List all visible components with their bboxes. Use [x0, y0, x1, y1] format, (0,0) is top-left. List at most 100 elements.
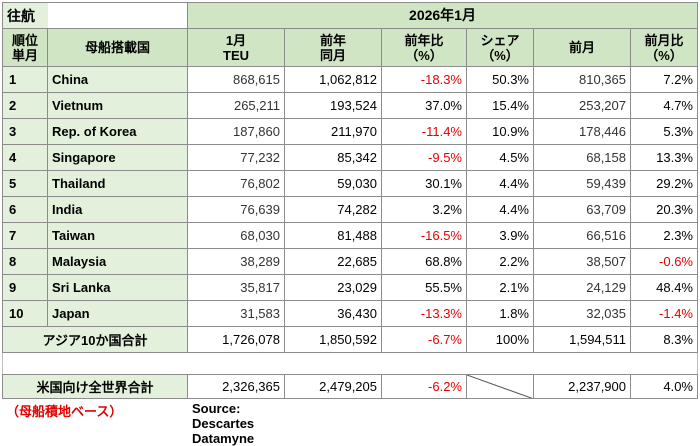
country-cell: Taiwan	[47, 222, 188, 249]
asia-total-prev-year: 1,850,592	[284, 326, 382, 353]
share-cell: 2.1%	[466, 274, 534, 301]
country-cell: Singapore	[47, 144, 188, 171]
trade-table-container: 往航 2026年1月 順位 単月 母船搭載国 1月 TEU 前年 同月 前年比 （%） …	[2, 2, 698, 399]
share-cell: 3.9%	[466, 222, 534, 249]
country-cell: Vietnum	[47, 92, 188, 119]
world-total-prev-year: 2,479,205	[284, 374, 382, 399]
mom-cell: -1.4%	[630, 300, 698, 327]
col-header-prev-year: 前年 同月	[284, 28, 382, 67]
prev-month-cell: 24,129	[533, 274, 631, 301]
world-total-label: 米国向け全世界合計	[2, 374, 188, 399]
footer: （母船積地ベース） Source: Descartes Datamyne	[6, 401, 254, 446]
share-cell: 10.9%	[466, 118, 534, 145]
prev-year-cell: 193,524	[284, 92, 382, 119]
table-row: 3 Rep. of Korea 187,860 211,970 -11.4% 10.9% 1…	[2, 118, 698, 145]
prev-month-cell: 38,507	[533, 248, 631, 275]
col-header-rank: 順位 単月	[2, 28, 48, 67]
country-cell: Japan	[47, 300, 188, 327]
diagonal-line	[467, 375, 532, 398]
source-note: Source: Descartes Datamyne	[192, 401, 255, 446]
rank-cell: 10	[2, 300, 48, 327]
prev-year-cell: 211,970	[284, 118, 382, 145]
teu-cell: 68,030	[187, 222, 285, 249]
world-total-yoy: -6.2%	[381, 374, 467, 399]
table-row: 2 Vietnum 265,211 193,524 37.0% 15.4% 253,207 4…	[2, 92, 698, 119]
share-cell: 50.3%	[466, 66, 534, 93]
asia-total-label: アジア10か国合計	[2, 326, 188, 353]
asia-total-row: アジア10か国合計 1,726,078 1,850,592 -6.7% 100%…	[2, 326, 698, 353]
prev-month-cell: 253,207	[533, 92, 631, 119]
world-total-prev-month: 2,237,900	[533, 374, 631, 399]
country-cell: Sri Lanka	[47, 274, 188, 301]
yoy-cell: -18.3%	[381, 66, 467, 93]
yoy-cell: -11.4%	[381, 118, 467, 145]
teu-cell: 35,817	[187, 274, 285, 301]
prev-year-cell: 81,488	[284, 222, 382, 249]
asia-total-prev-month: 1,594,511	[533, 326, 631, 353]
spacer-row	[2, 352, 698, 375]
mom-cell: 29.2%	[630, 170, 698, 197]
table-row: 4 Singapore 77,232 85,342 -9.5% 4.5% 68,158 13.…	[2, 144, 698, 171]
table-row: 9 Sri Lanka 35,817 23,029 55.5% 2.1% 24,129 48.…	[2, 274, 698, 301]
teu-cell: 868,615	[187, 66, 285, 93]
asia-total-share: 100%	[466, 326, 534, 353]
mom-cell: 7.2%	[630, 66, 698, 93]
prev-year-cell: 59,030	[284, 170, 382, 197]
col-header-mom: 前月比 （%）	[630, 28, 698, 67]
prev-month-cell: 32,035	[533, 300, 631, 327]
asia-total-yoy: -6.7%	[381, 326, 467, 353]
rank-cell: 7	[2, 222, 48, 249]
prev-month-cell: 59,439	[533, 170, 631, 197]
world-total-mom: 4.0%	[630, 374, 698, 399]
mom-cell: 20.3%	[630, 196, 698, 223]
table-row: 7 Taiwan 68,030 81,488 -16.5% 3.9% 66,516 2.3%	[2, 222, 698, 249]
share-cell: 4.4%	[466, 170, 534, 197]
mom-cell: 4.7%	[630, 92, 698, 119]
spacer-cell	[2, 352, 698, 375]
teu-cell: 31,583	[187, 300, 285, 327]
country-cell: Thailand	[47, 170, 188, 197]
teu-cell: 38,289	[187, 248, 285, 275]
prev-month-cell: 66,516	[533, 222, 631, 249]
teu-cell: 76,802	[187, 170, 285, 197]
prev-month-cell: 68,158	[533, 144, 631, 171]
rank-cell: 6	[2, 196, 48, 223]
mom-cell: 48.4%	[630, 274, 698, 301]
yoy-cell: -9.5%	[381, 144, 467, 171]
teu-cell: 187,860	[187, 118, 285, 145]
table-row: 8 Malaysia 38,289 22,685 68.8% 2.2% 38,507 -0.6…	[2, 248, 698, 275]
yoy-cell: 37.0%	[381, 92, 467, 119]
table-row: 10 Japan 31,583 36,430 -13.3% 1.8% 32,035 -1.4%	[2, 300, 698, 327]
basis-note: （母船積地ベース）	[6, 404, 123, 419]
share-cell: 4.5%	[466, 144, 534, 171]
country-cell: Rep. of Korea	[47, 118, 188, 145]
share-cell: 4.4%	[466, 196, 534, 223]
country-cell: Malaysia	[47, 248, 188, 275]
world-total-row: 米国向け全世界合計 2,326,365 2,479,205 -6.2% 2,23…	[2, 374, 698, 399]
world-total-teu: 2,326,365	[187, 374, 285, 399]
blank-header-cell	[47, 2, 188, 29]
yoy-cell: 55.5%	[381, 274, 467, 301]
col-header-country: 母船搭載国	[47, 28, 188, 67]
teu-cell: 77,232	[187, 144, 285, 171]
col-header-share: シェア （%）	[466, 28, 534, 67]
rank-cell: 5	[2, 170, 48, 197]
mom-cell: 5.3%	[630, 118, 698, 145]
yoy-cell: 30.1%	[381, 170, 467, 197]
rank-cell: 4	[2, 144, 48, 171]
country-cell: China	[47, 66, 188, 93]
rank-cell: 9	[2, 274, 48, 301]
mom-cell: 13.3%	[630, 144, 698, 171]
mom-cell: 2.3%	[630, 222, 698, 249]
period-header: 2026年1月	[187, 2, 698, 29]
rank-cell: 2	[2, 92, 48, 119]
rank-cell: 3	[2, 118, 48, 145]
col-header-yoy: 前年比 （%）	[381, 28, 467, 67]
direction-label: 往航	[2, 2, 48, 29]
column-header-row: 順位 単月 母船搭載国 1月 TEU 前年 同月 前年比 （%） シェア （%） 前月 前…	[2, 28, 698, 67]
prev-year-cell: 74,282	[284, 196, 382, 223]
rank-cell: 1	[2, 66, 48, 93]
prev-year-cell: 36,430	[284, 300, 382, 327]
prev-year-cell: 22,685	[284, 248, 382, 275]
col-header-prev-month: 前月	[533, 28, 631, 67]
